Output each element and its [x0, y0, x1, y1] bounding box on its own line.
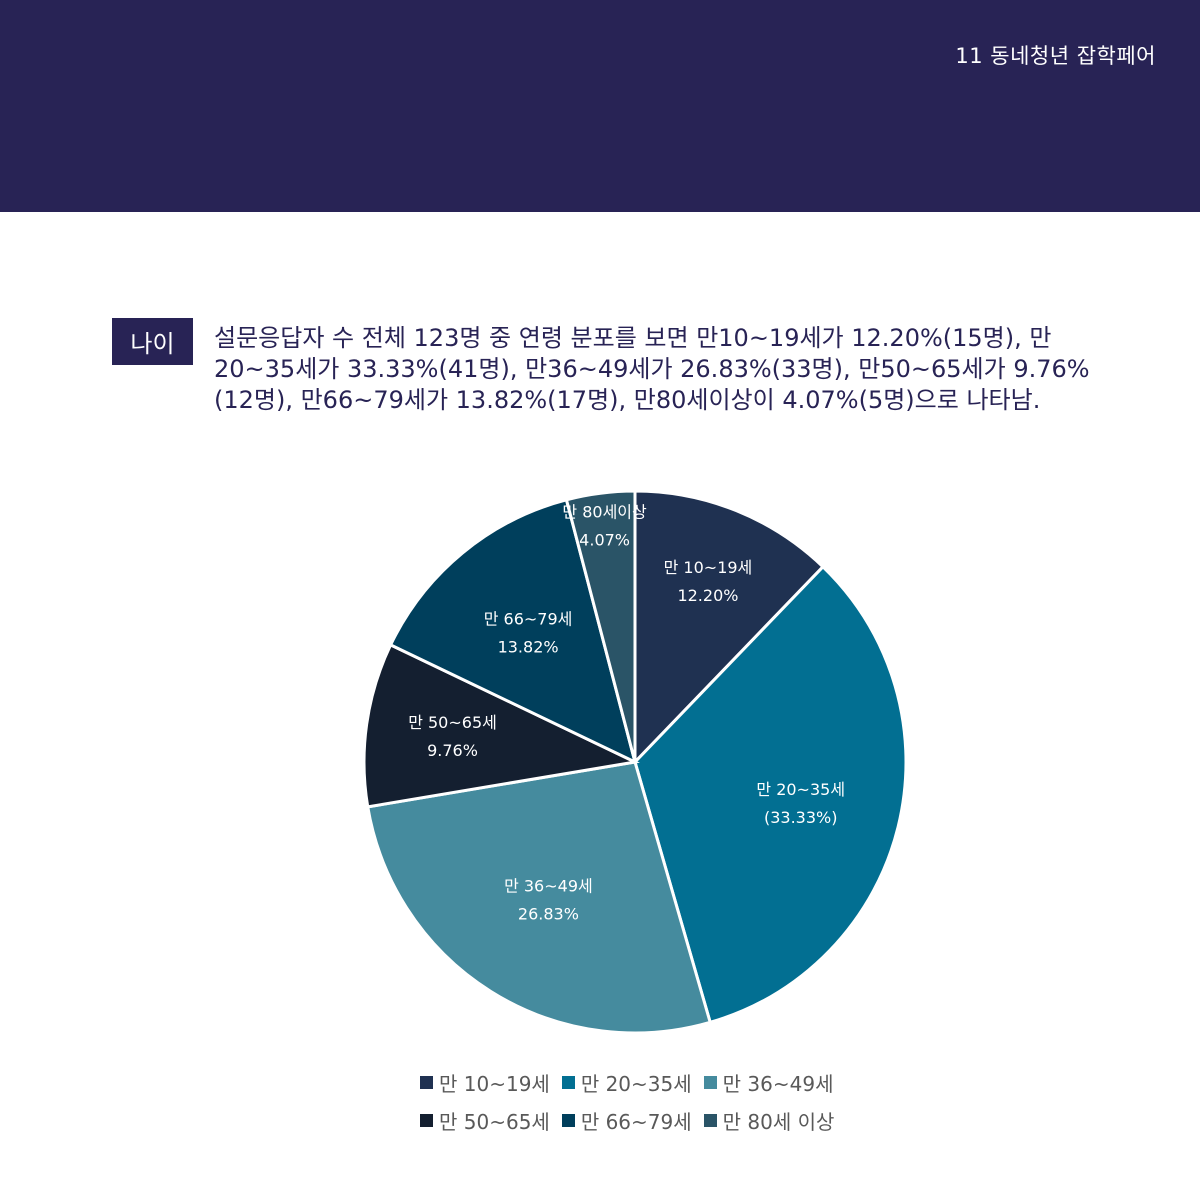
legend-item: 만 20~35세: [561, 1068, 692, 1097]
legend-swatch: [561, 1076, 575, 1089]
section-tag: 나이: [112, 318, 193, 365]
pie-slice: [564, 489, 637, 763]
slice-category-label: 만 20~35세: [756, 780, 845, 799]
pie-slice: [388, 497, 638, 765]
legend-label: 만 50~65세: [439, 1110, 550, 1134]
pie-slice: [362, 642, 640, 809]
legend-swatch: [703, 1076, 717, 1089]
legend-label: 만 80세 이상: [722, 1110, 835, 1134]
legend-item: 만 10~19세: [420, 1068, 550, 1097]
slice-category-label: 만 36~49세: [504, 877, 593, 896]
slice-value-label: 13.82%: [498, 637, 559, 656]
slice-value-label: (33.33%): [764, 808, 838, 827]
pie-slice: [366, 760, 713, 1035]
legend-item: 만 36~49세: [703, 1068, 834, 1097]
legend-swatch: [703, 1114, 717, 1127]
page-label: 11 동네청년 잡학페어: [955, 44, 1156, 68]
slice-category-label: 만 10~19세: [664, 558, 753, 577]
legend-item: 만 66~79세: [561, 1106, 692, 1135]
pie-slice: [633, 489, 826, 766]
legend-swatch: [420, 1114, 433, 1127]
legend-row: 만 50~65세 만 66~79세 만 80세 이상: [420, 1106, 860, 1135]
legend-swatch: [561, 1114, 575, 1127]
slice-value-label: 26.83%: [518, 905, 579, 924]
section-description: 설문응답자 수 전체 123명 중 연령 분포를 보면 만10~19세가 12.…: [214, 324, 1090, 414]
legend-label: 만 20~35세: [580, 1072, 692, 1096]
legend-label: 만 10~19세: [439, 1072, 550, 1096]
slice-value-label: 9.76%: [427, 741, 478, 760]
legend-label: 만 36~49세: [722, 1072, 834, 1096]
legend-row: 만 10~19세 만 20~35세 만 36~49세: [420, 1068, 860, 1097]
slice-category-label: 만 66~79세: [484, 609, 573, 628]
slice-value-label: 12.20%: [677, 586, 738, 605]
legend-item: 만 50~65세: [420, 1106, 550, 1135]
legend-swatch: [420, 1076, 433, 1089]
pie-chart: 만 10~19세 12.20% 만 20~35세 (33.33%) 만 36~49세 26…: [362, 489, 908, 1035]
slice-category-label: 만 80세이상: [562, 502, 647, 521]
pie-slice: [633, 564, 908, 1025]
legend-item: 만 80세 이상: [703, 1106, 835, 1135]
header-band: 11 동네청년 잡학페어: [0, 0, 1200, 212]
legend-label: 만 66~79세: [580, 1110, 692, 1134]
slice-category-label: 만 50~65세: [408, 713, 497, 732]
slice-value-label: 4.07%: [579, 530, 630, 549]
